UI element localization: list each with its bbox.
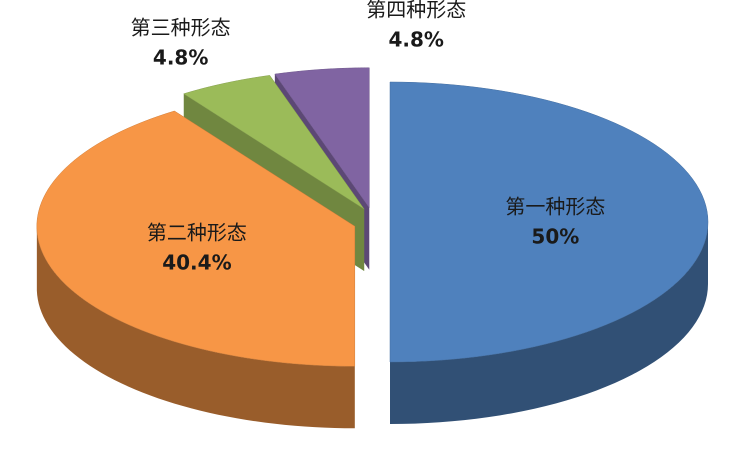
slice <box>389 81 709 363</box>
slice <box>183 75 365 210</box>
value-label: 4.8% <box>389 28 444 52</box>
slice <box>274 67 370 209</box>
slice <box>36 110 356 367</box>
slice-label: 第二种形态 <box>147 220 247 244</box>
value-label: 4.8% <box>153 45 208 69</box>
value-label: 50% <box>531 225 579 249</box>
slice-side <box>36 224 355 429</box>
slice-side <box>390 222 708 424</box>
slice-label: 第三种形态 <box>131 15 231 39</box>
slice-label: 第四种形态 <box>366 0 466 22</box>
value-label: 40.4% <box>162 250 231 274</box>
slice-label: 第一种形态 <box>505 195 605 219</box>
